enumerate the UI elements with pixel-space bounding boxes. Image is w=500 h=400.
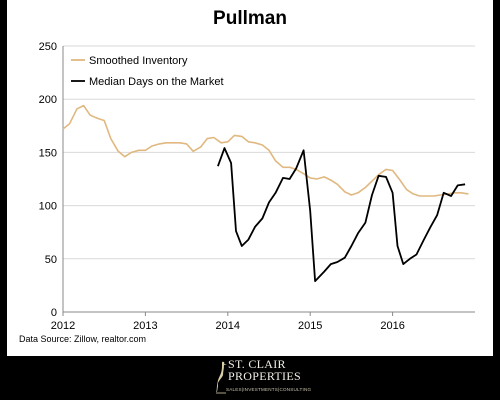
x-tick-label: 2016 bbox=[380, 320, 404, 332]
x-tick-label: 2012 bbox=[51, 320, 75, 332]
logo-name-line2: PROPERTIES bbox=[228, 369, 301, 383]
heron-icon bbox=[216, 361, 227, 394]
logo-name: ST. CLAIR PROPERTIES bbox=[228, 358, 301, 382]
chart-title: Pullman bbox=[213, 8, 287, 29]
logo-name-line1: ST. CLAIR bbox=[228, 357, 286, 371]
company-logo: ST. CLAIR PROPERTIES SALES|INVESTMENTS|C… bbox=[214, 358, 324, 398]
source-note: Data Source: Zillow, realtor.com bbox=[19, 334, 147, 344]
footer: ST. CLAIR PROPERTIES SALES|INVESTMENTS|C… bbox=[0, 356, 500, 400]
logo-tagline: SALES|INVESTMENTS|CONSULTING bbox=[226, 387, 312, 392]
legend-label: Smoothed Inventory bbox=[89, 55, 188, 67]
y-tick-label: 150 bbox=[39, 147, 57, 159]
x-tick-label: 2014 bbox=[216, 320, 240, 332]
legend-label: Median Days on the Market bbox=[89, 76, 224, 88]
y-tick-label: 50 bbox=[45, 254, 57, 266]
x-tick-label: 2015 bbox=[298, 320, 322, 332]
y-tick-label: 200 bbox=[39, 94, 57, 106]
series-line-median-days-on-market bbox=[217, 147, 466, 282]
y-tick-label: 250 bbox=[39, 41, 57, 53]
y-tick-label: 0 bbox=[51, 307, 57, 319]
x-tick-label: 2013 bbox=[133, 320, 157, 332]
chart-svg: 0 50 100 150 200 250 2012 2013 2014 2015 2016 Smoot… bbox=[39, 41, 475, 332]
chart-panel: 0 50 100 150 200 250 2012 2013 2014 2015 2016 Smoot… bbox=[7, 0, 493, 356]
series-line-smoothed-inventory bbox=[62, 104, 469, 197]
y-tick-label: 100 bbox=[39, 201, 57, 213]
